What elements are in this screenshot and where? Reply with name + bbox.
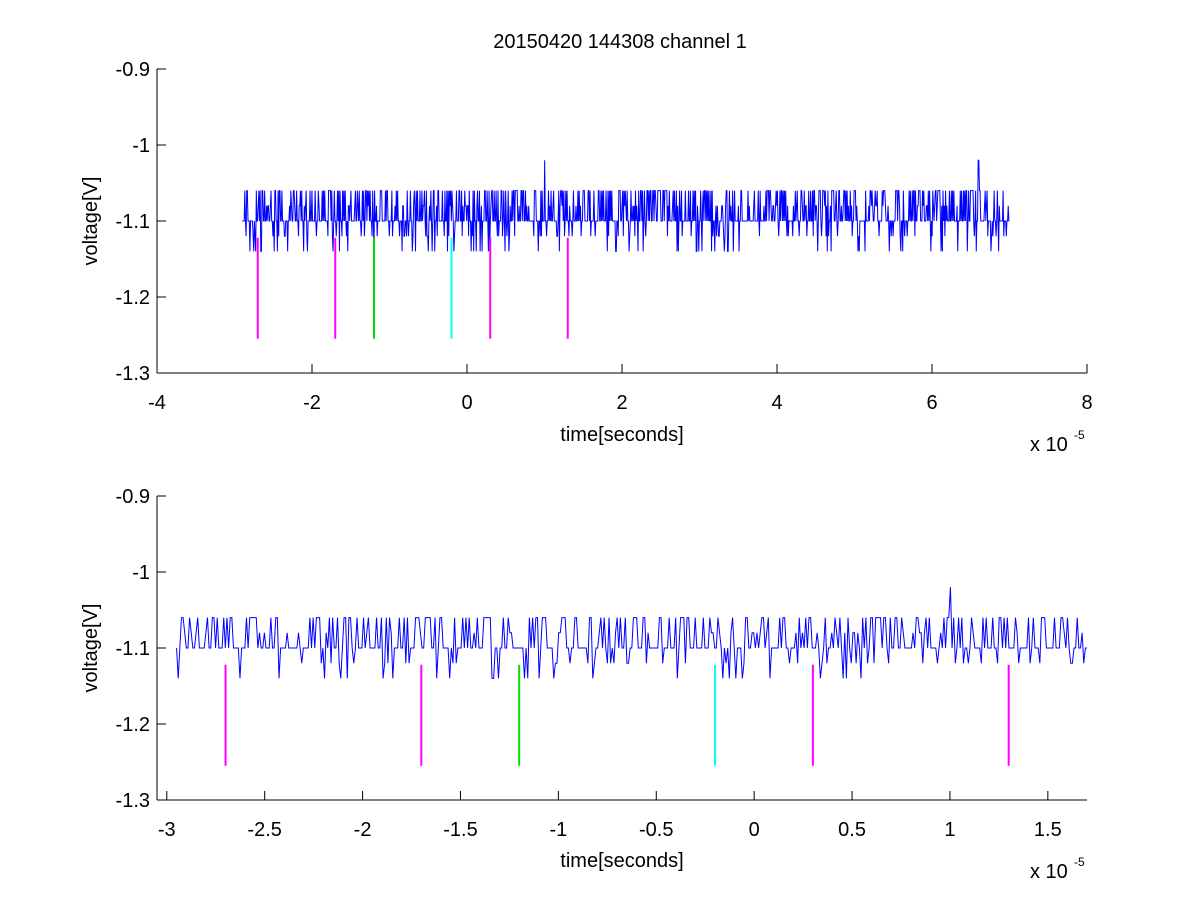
x-tick-label: -2 [303, 392, 321, 414]
x-tick-label: -3 [158, 819, 176, 841]
y-tick-label: -1.1 [116, 211, 150, 233]
x-tick-label: -1 [549, 819, 567, 841]
y-tick-label: -1.2 [116, 287, 150, 309]
x-tick-label: 4 [771, 392, 782, 414]
x-axis-label: time[seconds] [560, 850, 683, 872]
x-axis-multiplier-exponent: -5 [1074, 428, 1085, 442]
y-tick-label: -1 [132, 135, 150, 157]
bottom-subplot: -3 -2.5 -2 -1.5 -1 -0.5 0 0.5 1 1.5 -1.3 -1.2 -1.1 -1… [80, 486, 1087, 883]
x-axis-multiplier: x 10 [1030, 434, 1068, 456]
x-tick-label: -2 [354, 819, 372, 841]
x-axis-label: time[seconds] [560, 424, 683, 446]
y-tick-label: -1.3 [116, 790, 150, 812]
x-tick-label: -4 [148, 392, 166, 414]
x-tick-label: 0 [749, 819, 760, 841]
y-tick-label: -1.2 [116, 714, 150, 736]
x-tick-label: -0.5 [639, 819, 673, 841]
x-axis-multiplier: x 10 [1030, 861, 1068, 883]
x-axis-multiplier-exponent: -5 [1074, 855, 1085, 869]
y-tick-label: -0.9 [116, 59, 150, 81]
y-axis-label: voltage[V] [80, 604, 102, 693]
x-tick-label: 0 [461, 392, 472, 414]
x-tick-label: 1.5 [1034, 819, 1062, 841]
figure-title: 20150420 144308 channel 1 [493, 31, 747, 53]
x-tick-label: 6 [926, 392, 937, 414]
x-tick-label: -2.5 [247, 819, 281, 841]
y-axis-label: voltage[V] [80, 177, 102, 266]
voltage-trace [176, 587, 1087, 679]
x-tick-label: 0.5 [838, 819, 866, 841]
top-subplot: -4 -2 0 2 4 6 8 -1.3 -1.2 -1.1 -1 -0.9 time[seconds]… [80, 59, 1093, 456]
x-tick-label: 2 [616, 392, 627, 414]
y-tick-label: -1 [132, 562, 150, 584]
x-tick-label: 8 [1081, 392, 1092, 414]
y-tick-label: -1.1 [116, 638, 150, 660]
voltage-trace [242, 159, 1010, 252]
y-tick-label: -1.3 [116, 363, 150, 385]
y-tick-label: -0.9 [116, 486, 150, 508]
x-tick-label: 1 [944, 819, 955, 841]
x-tick-label: -1.5 [443, 819, 477, 841]
